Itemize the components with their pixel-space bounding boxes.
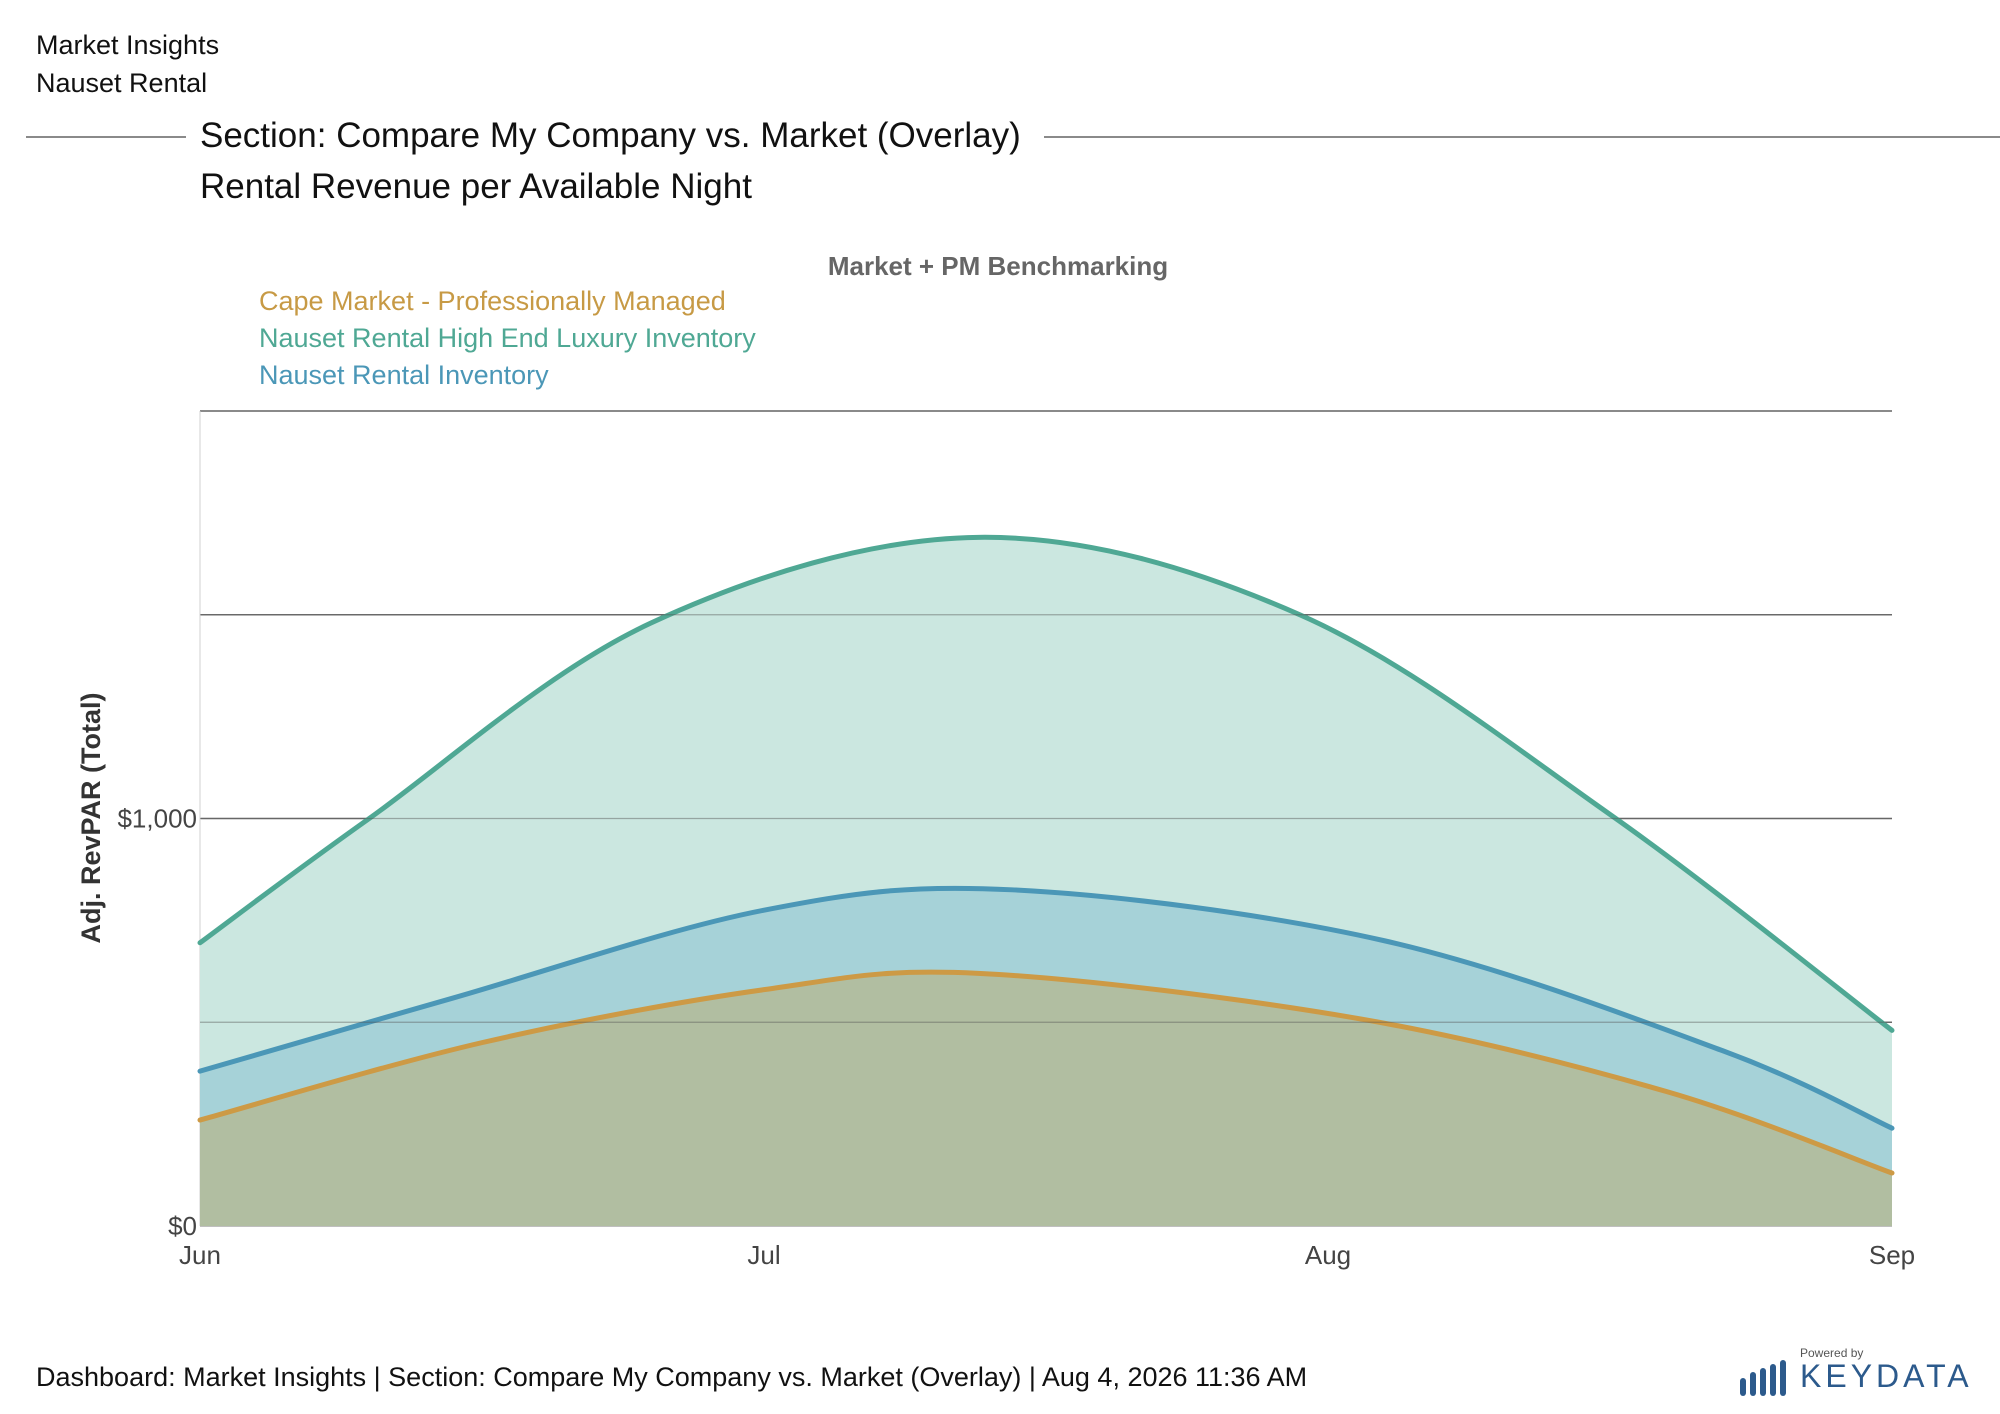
chart-legend: Cape Market - Professionally Managed Naus… — [259, 283, 756, 394]
y-axis-label: Adj. RevPAR (Total) — [76, 692, 106, 943]
logo-bars-icon — [1740, 1360, 1786, 1396]
header-company-name: Nauset Rental — [36, 68, 208, 98]
footer-text: Dashboard: Market Insights | Section: Co… — [36, 1362, 1308, 1392]
legend-entry[interactable]: Nauset Rental Inventory — [259, 360, 549, 390]
chart-area: Market + PM Benchmarking Jun Jul Aug Sep $0 $1… — [76, 251, 1915, 1270]
section-title: Section: Compare My Company vs. Market (… — [200, 116, 1021, 155]
y-tick-label: $1,000 — [117, 804, 197, 834]
legend-entry[interactable]: Nauset Rental High End Luxury Inventory — [259, 323, 756, 353]
line-nauset-rental-high-end-luxury-inventory — [197, 534, 1895, 1033]
x-tick-label: Aug — [1305, 1240, 1351, 1270]
section-subtitle: Rental Revenue per Available Night — [200, 167, 752, 206]
logo-wordmark: KEYDATA — [1800, 1358, 1973, 1394]
x-tick-label: Jul — [747, 1240, 780, 1270]
header-dashboard-name: Market Insights — [36, 30, 220, 60]
legend-entry[interactable]: Cape Market - Professionally Managed — [259, 286, 726, 316]
section-rule-left — [26, 136, 186, 138]
logo-powered-by: Powered by — [1800, 1346, 1864, 1360]
x-tick-label: Jun — [179, 1240, 221, 1270]
line-cape-market-professionally-managed — [197, 969, 1895, 1176]
chart-title: Market + PM Benchmarking — [828, 251, 1168, 281]
keydata-logo: Powered by KEYDATA — [1738, 1346, 1978, 1396]
area-cape-market-professionally-managed — [200, 972, 1892, 1226]
y-tick-label: $0 — [168, 1211, 197, 1241]
x-tick-label: Sep — [1869, 1240, 1915, 1270]
section-rule-right — [1044, 136, 2000, 138]
line-nauset-rental-inventory — [197, 885, 1895, 1131]
